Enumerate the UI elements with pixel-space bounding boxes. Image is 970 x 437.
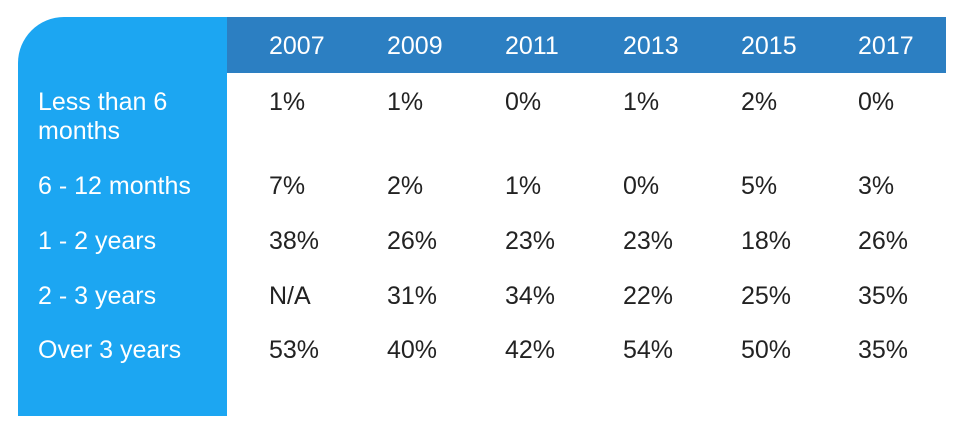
- row-label: 1 - 2 years: [38, 227, 157, 255]
- table-cell: 31%: [387, 282, 438, 310]
- table-cell: 2%: [387, 172, 424, 200]
- table-cell: 0%: [623, 172, 660, 200]
- column-header-2007: 2007: [269, 32, 325, 60]
- column-header-2011: 2011: [505, 32, 559, 60]
- column-header-2013: 2013: [623, 32, 679, 60]
- table-cell: 1%: [269, 88, 306, 116]
- table-cell: 22%: [623, 282, 674, 310]
- table-cell: 40%: [387, 336, 438, 364]
- column-header-2017: 2017: [858, 32, 914, 60]
- table-cell: 0%: [505, 88, 542, 116]
- table-cell: 1%: [505, 172, 542, 200]
- table-cell: 0%: [858, 88, 895, 116]
- table-cell: 23%: [505, 227, 556, 255]
- table-cell: 26%: [858, 227, 909, 255]
- table-cell: 1%: [387, 88, 424, 116]
- table-cell: 25%: [741, 282, 792, 310]
- row-label: Less than 6 months: [38, 88, 168, 145]
- row-label: 2 - 3 years: [38, 282, 157, 310]
- table-cell: 1%: [623, 88, 660, 116]
- row-label-panel: [18, 17, 227, 416]
- table-cell: 18%: [741, 227, 792, 255]
- table-cell: 50%: [741, 336, 792, 364]
- table-cell: 26%: [387, 227, 438, 255]
- table-cell: 35%: [858, 282, 909, 310]
- table-cell: 3%: [858, 172, 895, 200]
- table-cell: 23%: [623, 227, 674, 255]
- table-cell: 54%: [623, 336, 674, 364]
- table-cell: 2%: [741, 88, 778, 116]
- column-header-2015: 2015: [741, 32, 797, 60]
- column-header-2009: 2009: [387, 32, 443, 60]
- column-header-bar: [227, 17, 946, 73]
- table-cell: 53%: [269, 336, 320, 364]
- table-cell: 5%: [741, 172, 778, 200]
- row-label: Over 3 years: [38, 336, 182, 364]
- table-cell: 38%: [269, 227, 320, 255]
- table-cell: 42%: [505, 336, 556, 364]
- table-cell: 7%: [269, 172, 306, 200]
- row-label: 6 - 12 months: [38, 172, 191, 200]
- table-cell: 34%: [505, 282, 556, 310]
- table-cell: 35%: [858, 336, 909, 364]
- table-cell: N/A: [269, 282, 311, 310]
